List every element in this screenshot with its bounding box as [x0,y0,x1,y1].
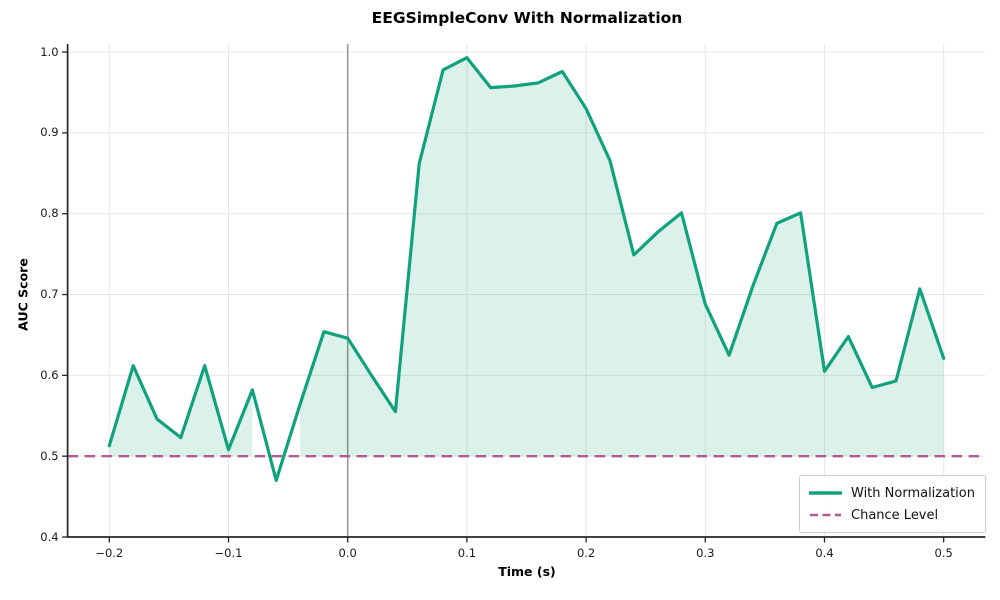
x-axis-label: Time (s) [498,564,556,579]
y-tick-label: 0.7 [40,287,59,301]
chart-title: EEGSimpleConv With Normalization [371,9,683,27]
legend-label: Chance Level [851,507,939,523]
x-tick-label: 0.5 [934,546,953,560]
y-tick-label: 0.8 [40,206,59,221]
x-tick-label: −0.1 [214,546,243,560]
y-tick-label: 0.9 [40,125,59,140]
legend-box: With Normalization Chance Level [799,475,986,533]
x-tick-label: 0.4 [815,546,834,560]
x-tick-label: 0.2 [576,546,596,560]
legend-item-chance-level: Chance Level [809,504,975,526]
legend-solid-line-icon [809,491,842,495]
y-tick-label: 0.5 [40,448,59,463]
y-tick-label: 1.0 [40,44,59,59]
auc-series-line [107,56,946,482]
auc-fill-area [109,365,253,457]
y-tick-label: 0.4 [40,529,59,544]
y-tick-label: 0.6 [40,367,59,382]
x-tick-label: 0.0 [338,546,357,560]
x-tick-label: 0.3 [696,546,715,560]
x-tick-label: 0.1 [457,546,477,560]
legend-item-with-normalization: With Normalization [809,482,975,504]
legend-label: With Normalization [851,485,975,501]
x-tick-label: −0.2 [95,546,124,560]
legend-dashed-line-icon [810,513,841,517]
auc-fill-area [300,57,944,457]
